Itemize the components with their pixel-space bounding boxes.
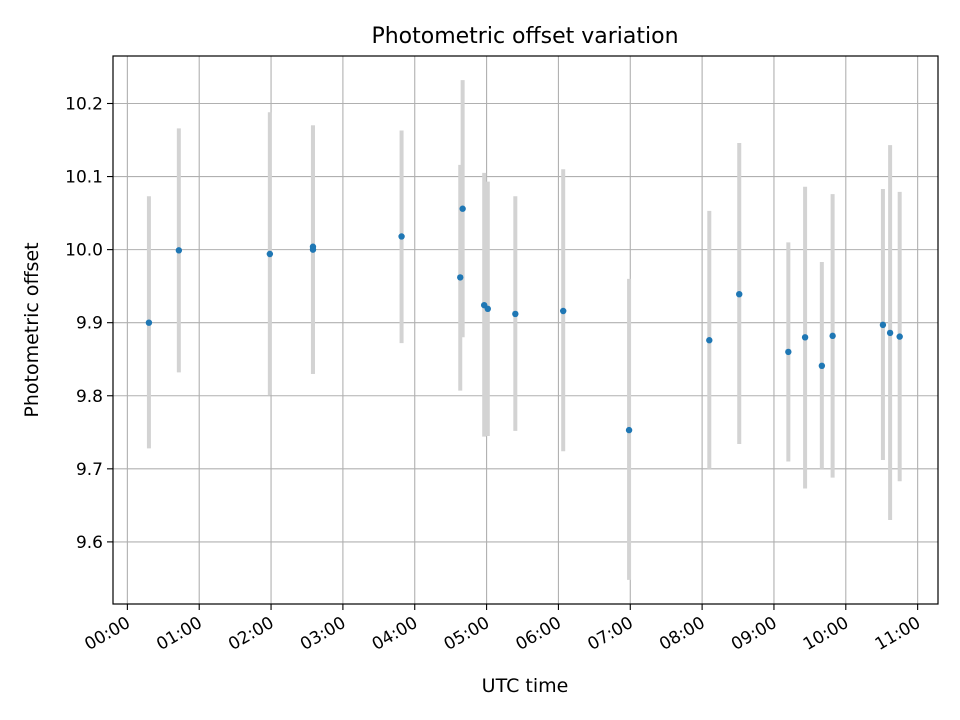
data-point <box>801 334 809 341</box>
data-point <box>457 274 464 281</box>
data-point <box>459 205 466 212</box>
data-point <box>175 247 183 254</box>
data-point <box>706 337 713 344</box>
x-tick-label: 06:00 <box>512 613 564 655</box>
y-axis-label: Photometric offset <box>21 242 43 417</box>
data-point <box>512 310 519 318</box>
x-tick-label: 03:00 <box>297 613 349 655</box>
y-tick-label: 9.6 <box>76 533 103 553</box>
x-tick-label: 04:00 <box>369 613 421 655</box>
data-point <box>625 426 633 434</box>
data-point <box>818 362 826 370</box>
data-point <box>736 290 743 298</box>
x-tick-label: 05:00 <box>441 613 493 655</box>
plot-area-frame <box>112 55 939 605</box>
data-point <box>484 305 491 313</box>
x-tick-label: 07:00 <box>584 613 636 655</box>
data-point <box>266 250 274 258</box>
data-points <box>145 205 903 434</box>
data-point <box>145 319 153 326</box>
data-point <box>309 243 317 250</box>
data-point <box>560 307 567 315</box>
y-tick-label: 9.7 <box>76 460 103 480</box>
y-tick-label: 10.2 <box>65 94 103 114</box>
x-tick-label: 11:00 <box>872 613 924 655</box>
y-tick-label: 9.9 <box>76 314 103 334</box>
data-point <box>398 233 405 240</box>
y-tick-label: 9.8 <box>76 387 103 407</box>
data-point <box>829 332 836 340</box>
y-tick-label: 10.0 <box>65 241 103 261</box>
error-bars <box>146 80 902 580</box>
x-tick-label: 10:00 <box>800 613 852 655</box>
data-point <box>886 329 894 337</box>
x-axis-label: UTC time <box>482 675 569 697</box>
x-axis-ticks: 00:00 01:00 02:00 03:00 04:00 05:00 06:00 07:00… <box>81 604 924 655</box>
x-tick-label: 01:00 <box>153 613 205 655</box>
x-tick-label: 00:00 <box>81 613 133 655</box>
data-point <box>879 321 887 329</box>
grid-lines <box>113 56 938 604</box>
y-axis-ticks: 9.6 9.7 9.8 9.9 10.0 10.1 10.2 <box>65 94 113 553</box>
data-point <box>785 348 792 356</box>
chart-title: Photometric offset variation <box>371 24 678 49</box>
x-tick-label: 02:00 <box>225 613 277 655</box>
x-tick-label: 08:00 <box>656 613 708 655</box>
data-point <box>896 333 903 340</box>
y-tick-label: 10.1 <box>65 168 103 188</box>
x-tick-label: 09:00 <box>728 613 780 655</box>
